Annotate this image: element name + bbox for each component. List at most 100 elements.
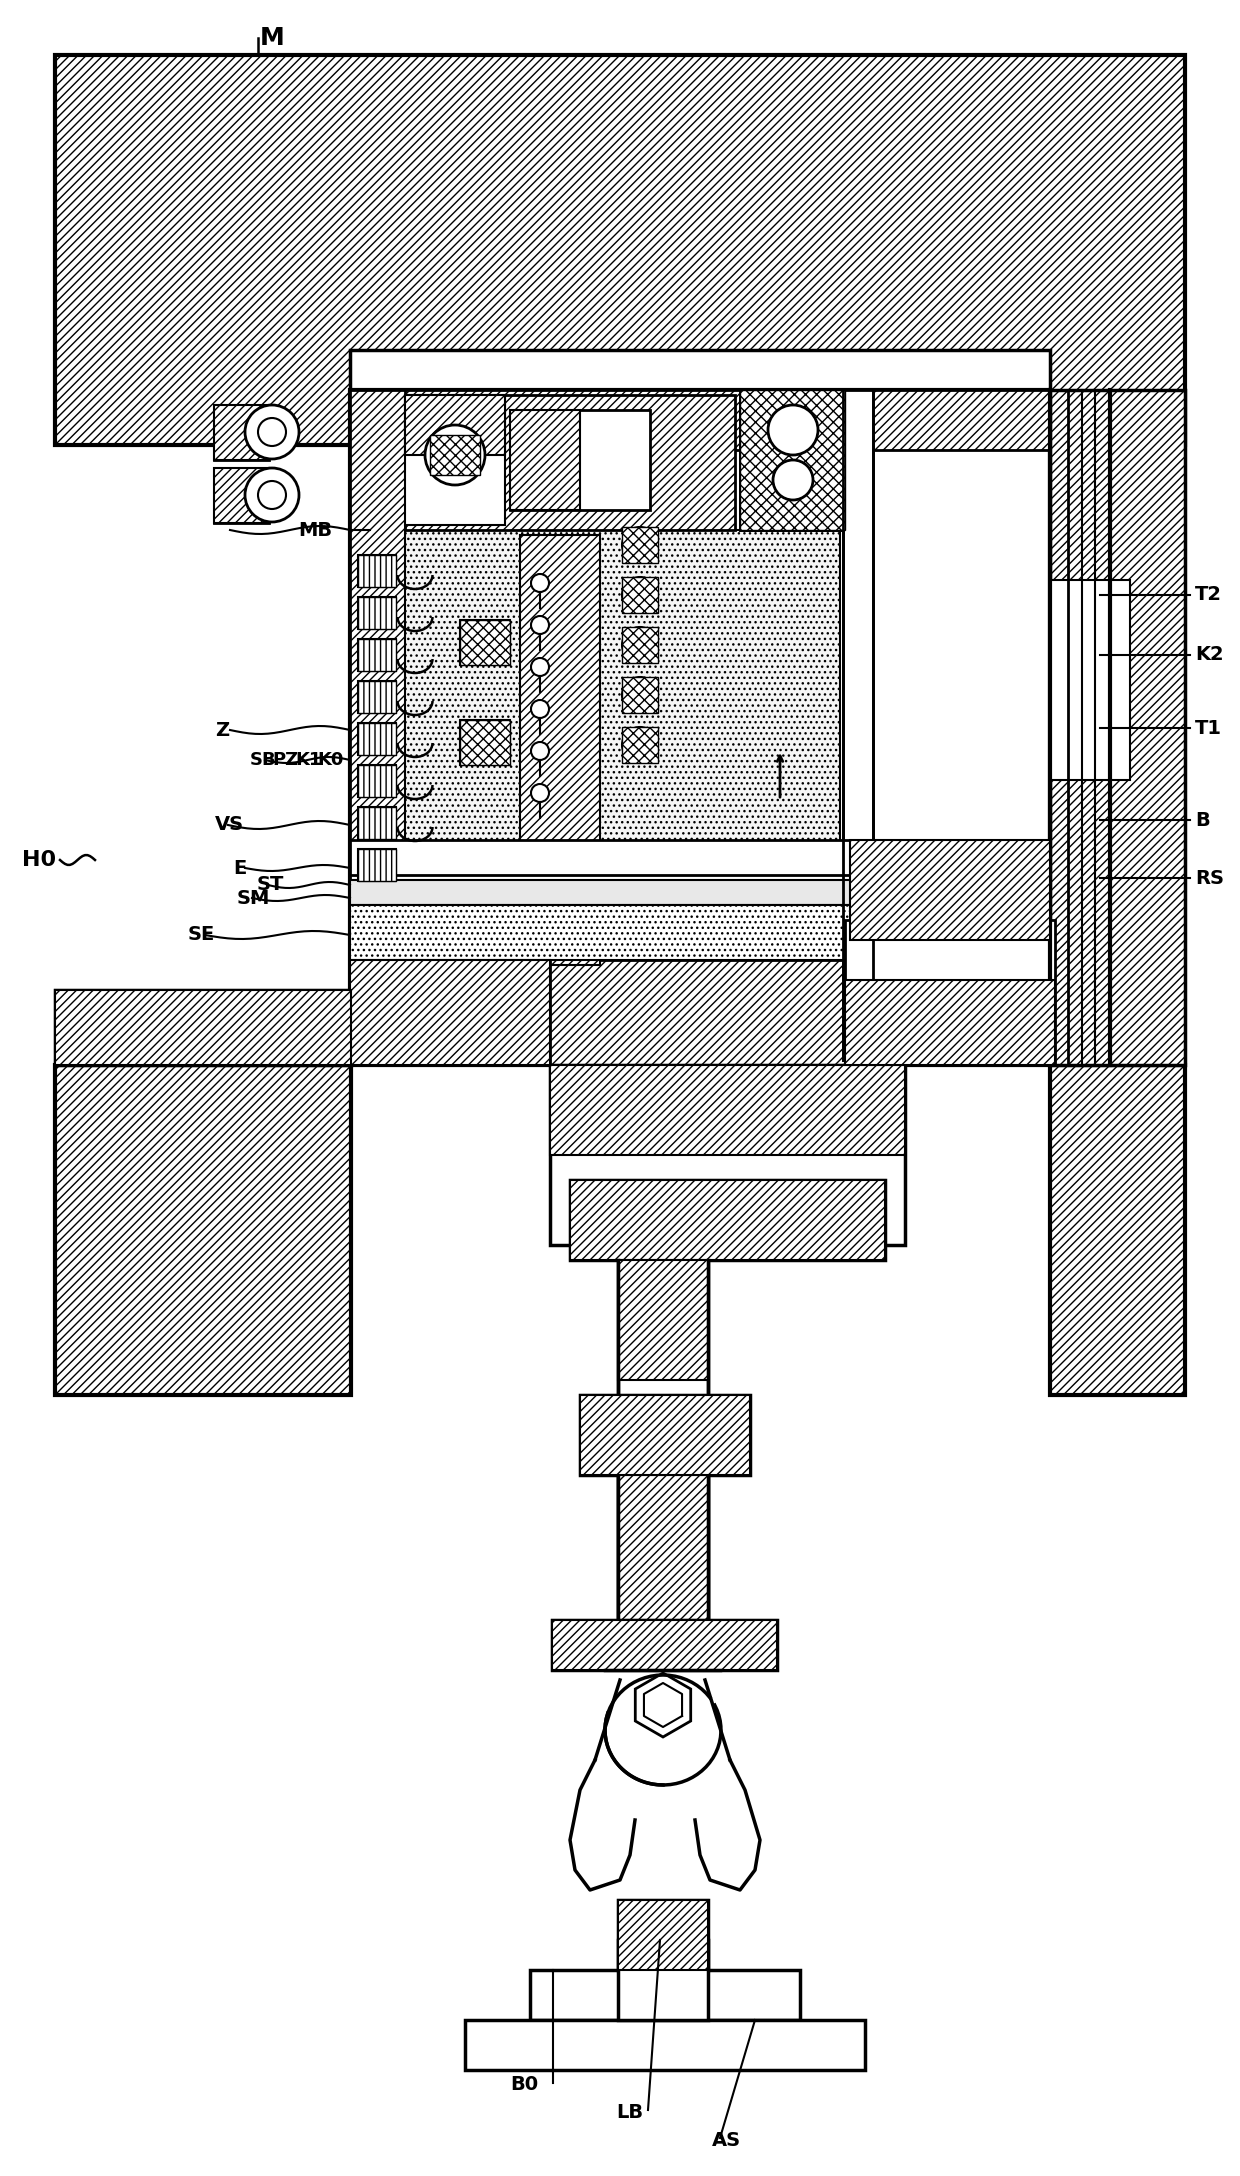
Text: K0: K0 — [317, 751, 343, 768]
Bar — [405, 396, 735, 531]
Bar — [358, 849, 396, 881]
Bar — [358, 849, 396, 881]
Bar — [215, 405, 269, 459]
Bar — [580, 1395, 750, 1475]
Bar — [55, 990, 351, 1064]
Bar — [358, 681, 396, 714]
Text: T2: T2 — [1195, 585, 1221, 605]
Bar — [618, 1900, 708, 1969]
Bar — [520, 535, 600, 964]
Text: E: E — [233, 860, 247, 877]
Circle shape — [531, 574, 549, 592]
Bar — [1050, 390, 1185, 1064]
Bar — [350, 350, 1050, 450]
Text: AS: AS — [712, 2130, 742, 2150]
Bar — [358, 681, 396, 714]
Text: SM: SM — [237, 888, 270, 907]
Bar — [1050, 1064, 1185, 1395]
Bar — [460, 720, 510, 766]
Circle shape — [246, 405, 299, 459]
Bar — [405, 531, 839, 951]
Bar — [350, 390, 1050, 1064]
Text: M: M — [260, 26, 285, 50]
Bar — [844, 979, 1055, 1064]
Bar — [570, 1179, 885, 1260]
Bar — [350, 840, 1050, 890]
Text: LB: LB — [616, 2104, 644, 2122]
Bar — [358, 640, 396, 670]
Bar — [358, 807, 396, 840]
Circle shape — [246, 468, 299, 522]
Bar — [358, 766, 396, 796]
Bar — [1050, 581, 1130, 779]
Bar — [350, 905, 1050, 960]
Bar — [618, 1941, 708, 2019]
Circle shape — [531, 657, 549, 677]
Text: PZ: PZ — [272, 751, 298, 768]
Bar — [622, 577, 658, 614]
Bar — [843, 390, 873, 1060]
Bar — [552, 1619, 777, 1669]
Circle shape — [622, 627, 658, 664]
Bar — [740, 390, 844, 531]
Bar — [622, 527, 658, 564]
Bar — [358, 596, 396, 629]
Bar — [55, 990, 351, 1064]
Circle shape — [258, 418, 286, 446]
Bar — [849, 840, 1050, 1064]
Text: Z: Z — [215, 720, 229, 740]
Circle shape — [425, 424, 485, 485]
Text: H0: H0 — [22, 851, 56, 870]
Bar — [358, 640, 396, 670]
Text: K1: K1 — [295, 751, 321, 768]
Bar — [551, 1064, 905, 1155]
Text: SB: SB — [250, 751, 277, 768]
Circle shape — [773, 459, 813, 500]
Text: ST: ST — [257, 875, 284, 894]
Text: SE: SE — [188, 925, 216, 944]
Bar — [405, 396, 505, 524]
Bar — [618, 1260, 708, 1619]
Bar — [350, 390, 1050, 450]
Bar — [55, 54, 1185, 446]
Text: RS: RS — [1195, 868, 1224, 888]
Bar — [358, 722, 396, 755]
Bar — [460, 620, 510, 666]
Circle shape — [622, 577, 658, 614]
Bar — [510, 409, 650, 509]
Bar — [618, 1475, 708, 1619]
Bar — [350, 960, 551, 1064]
Bar — [55, 1064, 351, 1395]
Text: B0: B0 — [510, 2076, 538, 2095]
Bar — [430, 435, 480, 474]
Text: VS: VS — [215, 816, 244, 836]
Circle shape — [622, 527, 658, 564]
Bar — [350, 960, 1050, 1064]
Bar — [618, 1475, 708, 1619]
Bar — [460, 720, 510, 766]
Bar — [465, 2019, 866, 2069]
Circle shape — [258, 481, 286, 509]
Bar — [350, 960, 551, 1064]
Bar — [358, 555, 396, 588]
Bar — [740, 396, 844, 531]
Bar — [622, 677, 658, 714]
Bar — [844, 920, 1055, 1064]
Circle shape — [531, 616, 549, 633]
Bar — [215, 468, 269, 522]
Bar — [622, 627, 658, 664]
Bar — [460, 620, 510, 666]
Text: B: B — [1195, 809, 1210, 829]
Bar — [358, 766, 396, 796]
Bar — [740, 390, 844, 531]
Bar — [358, 555, 396, 588]
Bar — [622, 727, 658, 764]
Text: MB: MB — [298, 520, 332, 540]
Circle shape — [622, 677, 658, 714]
Text: T1: T1 — [1195, 718, 1221, 738]
Bar — [580, 1395, 750, 1475]
Bar — [350, 390, 405, 1064]
Bar — [358, 596, 396, 629]
Circle shape — [531, 783, 549, 803]
Circle shape — [531, 742, 549, 759]
